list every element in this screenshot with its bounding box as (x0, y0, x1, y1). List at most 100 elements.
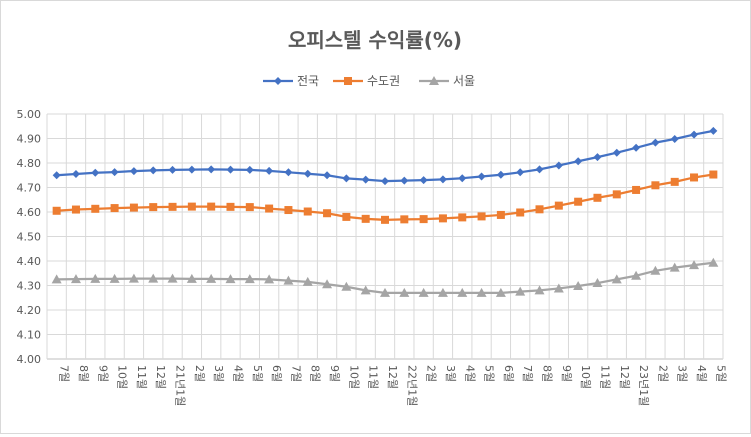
series-group (51, 126, 719, 297)
data-point-marker (631, 270, 642, 280)
y-tick-label: 4.40 (17, 255, 42, 268)
data-point-marker (574, 157, 583, 166)
x-tick-label: 11월 (598, 365, 611, 389)
x-tick-label: 8월 (541, 365, 554, 382)
y-tick-label: 4.20 (17, 304, 42, 317)
data-point-marker (361, 214, 370, 223)
data-point-marker (129, 203, 138, 212)
x-tick-label: 12월 (618, 365, 631, 389)
data-point-marker (71, 205, 80, 214)
data-point-marker (496, 170, 505, 179)
x-tick-label: 9월 (560, 365, 573, 382)
data-point-marker (323, 209, 332, 218)
data-point-marker (360, 285, 371, 295)
x-tick-label: 11월 (367, 365, 380, 389)
data-point-marker (690, 130, 699, 139)
data-point-marker (690, 173, 699, 182)
data-point-marker (90, 273, 101, 283)
data-point-marker (52, 171, 61, 180)
data-point-marker (264, 274, 275, 284)
data-point-marker (574, 197, 583, 206)
y-tick-label: 4.70 (17, 182, 42, 195)
data-point-marker (381, 215, 389, 224)
data-point-marker (274, 77, 282, 85)
x-tick-label: 12월 (154, 365, 167, 389)
legend-label: 수도권 (367, 74, 400, 88)
data-point-marker (149, 203, 158, 212)
x-tick-label: 10월 (347, 365, 360, 389)
data-point-marker (167, 273, 178, 283)
data-point-marker (207, 202, 216, 211)
data-point-marker (476, 287, 487, 297)
data-point-marker (265, 204, 274, 213)
data-point-marker (302, 276, 313, 286)
data-point-marker (670, 177, 679, 186)
data-point-marker (168, 202, 177, 211)
series-서울 (51, 257, 719, 297)
x-axis: 7월 8월 9월 10월 11월 12월 21년1월 2월 3월 4월 5월 6월 7월 8월 9월 10월 1… (58, 365, 728, 406)
x-tick-label: 5월 (483, 365, 496, 382)
data-point-marker (632, 185, 641, 194)
data-point-marker (71, 170, 80, 179)
x-tick-label: 6월 (270, 365, 283, 382)
legend-item: 수도권 (333, 74, 400, 88)
data-point-marker (128, 273, 139, 283)
x-tick-label: 2월 (193, 365, 206, 382)
data-point-marker (632, 143, 641, 152)
x-tick-label: 5월 (714, 365, 727, 382)
data-point-marker (109, 273, 120, 283)
data-point-marker (516, 208, 525, 217)
data-point-marker (437, 287, 448, 297)
data-point-marker (342, 174, 351, 183)
x-tick-label: 23년1월 (637, 365, 650, 406)
x-tick-label: 7월 (289, 365, 302, 382)
data-point-marker (344, 77, 352, 85)
x-tick-label: 10월 (579, 365, 592, 389)
x-tick-label: 8월 (77, 365, 90, 382)
data-point-marker (187, 165, 196, 174)
data-point-marker (51, 274, 62, 284)
data-point-marker (186, 273, 197, 283)
data-point-marker (168, 165, 177, 174)
data-point-marker (611, 274, 622, 284)
data-point-marker (284, 206, 293, 215)
data-point-marker (535, 205, 544, 214)
y-tick-label: 4.50 (17, 231, 42, 244)
data-point-marker (650, 265, 661, 275)
x-tick-label: 3월 (212, 365, 225, 382)
x-tick-label: 4월 (231, 365, 244, 382)
data-point-marker (554, 201, 563, 210)
data-point-marker (612, 148, 621, 157)
data-point-marker (458, 174, 467, 183)
legend-label: 서울 (453, 74, 475, 88)
x-tick-label: 4월 (695, 365, 708, 382)
data-point-marker (709, 126, 718, 135)
legend-label: 전국 (297, 74, 319, 88)
y-axis: 4.00 4.10 4.20 4.30 4.40 4.50 4.60 4.70 4.80 4.90… (17, 108, 42, 366)
data-point-marker (418, 287, 429, 297)
x-tick-label: 21년1월 (174, 365, 187, 406)
y-tick-label: 4.80 (17, 157, 42, 170)
data-point-marker (612, 190, 621, 199)
data-point-marker (265, 166, 274, 175)
data-point-marker (110, 204, 119, 213)
y-tick-label: 4.60 (17, 206, 42, 219)
data-point-marker (206, 273, 217, 283)
x-tick-label: 10월 (116, 365, 129, 389)
x-tick-label: 7월 (58, 365, 71, 382)
data-point-marker (148, 273, 159, 283)
data-point-marker (244, 274, 255, 284)
data-point-marker (593, 153, 602, 162)
chart-title: 오피스텔 수익률(%) (288, 28, 462, 52)
x-tick-label: 9월 (96, 365, 109, 382)
x-tick-label: 8월 (309, 365, 322, 382)
data-point-marker (323, 171, 332, 180)
data-point-marker (573, 280, 584, 290)
x-tick-label: 2월 (656, 365, 669, 382)
data-point-marker (709, 170, 718, 179)
y-tick-label: 5.00 (17, 108, 42, 121)
data-point-marker (554, 161, 563, 170)
grid (46, 113, 724, 360)
